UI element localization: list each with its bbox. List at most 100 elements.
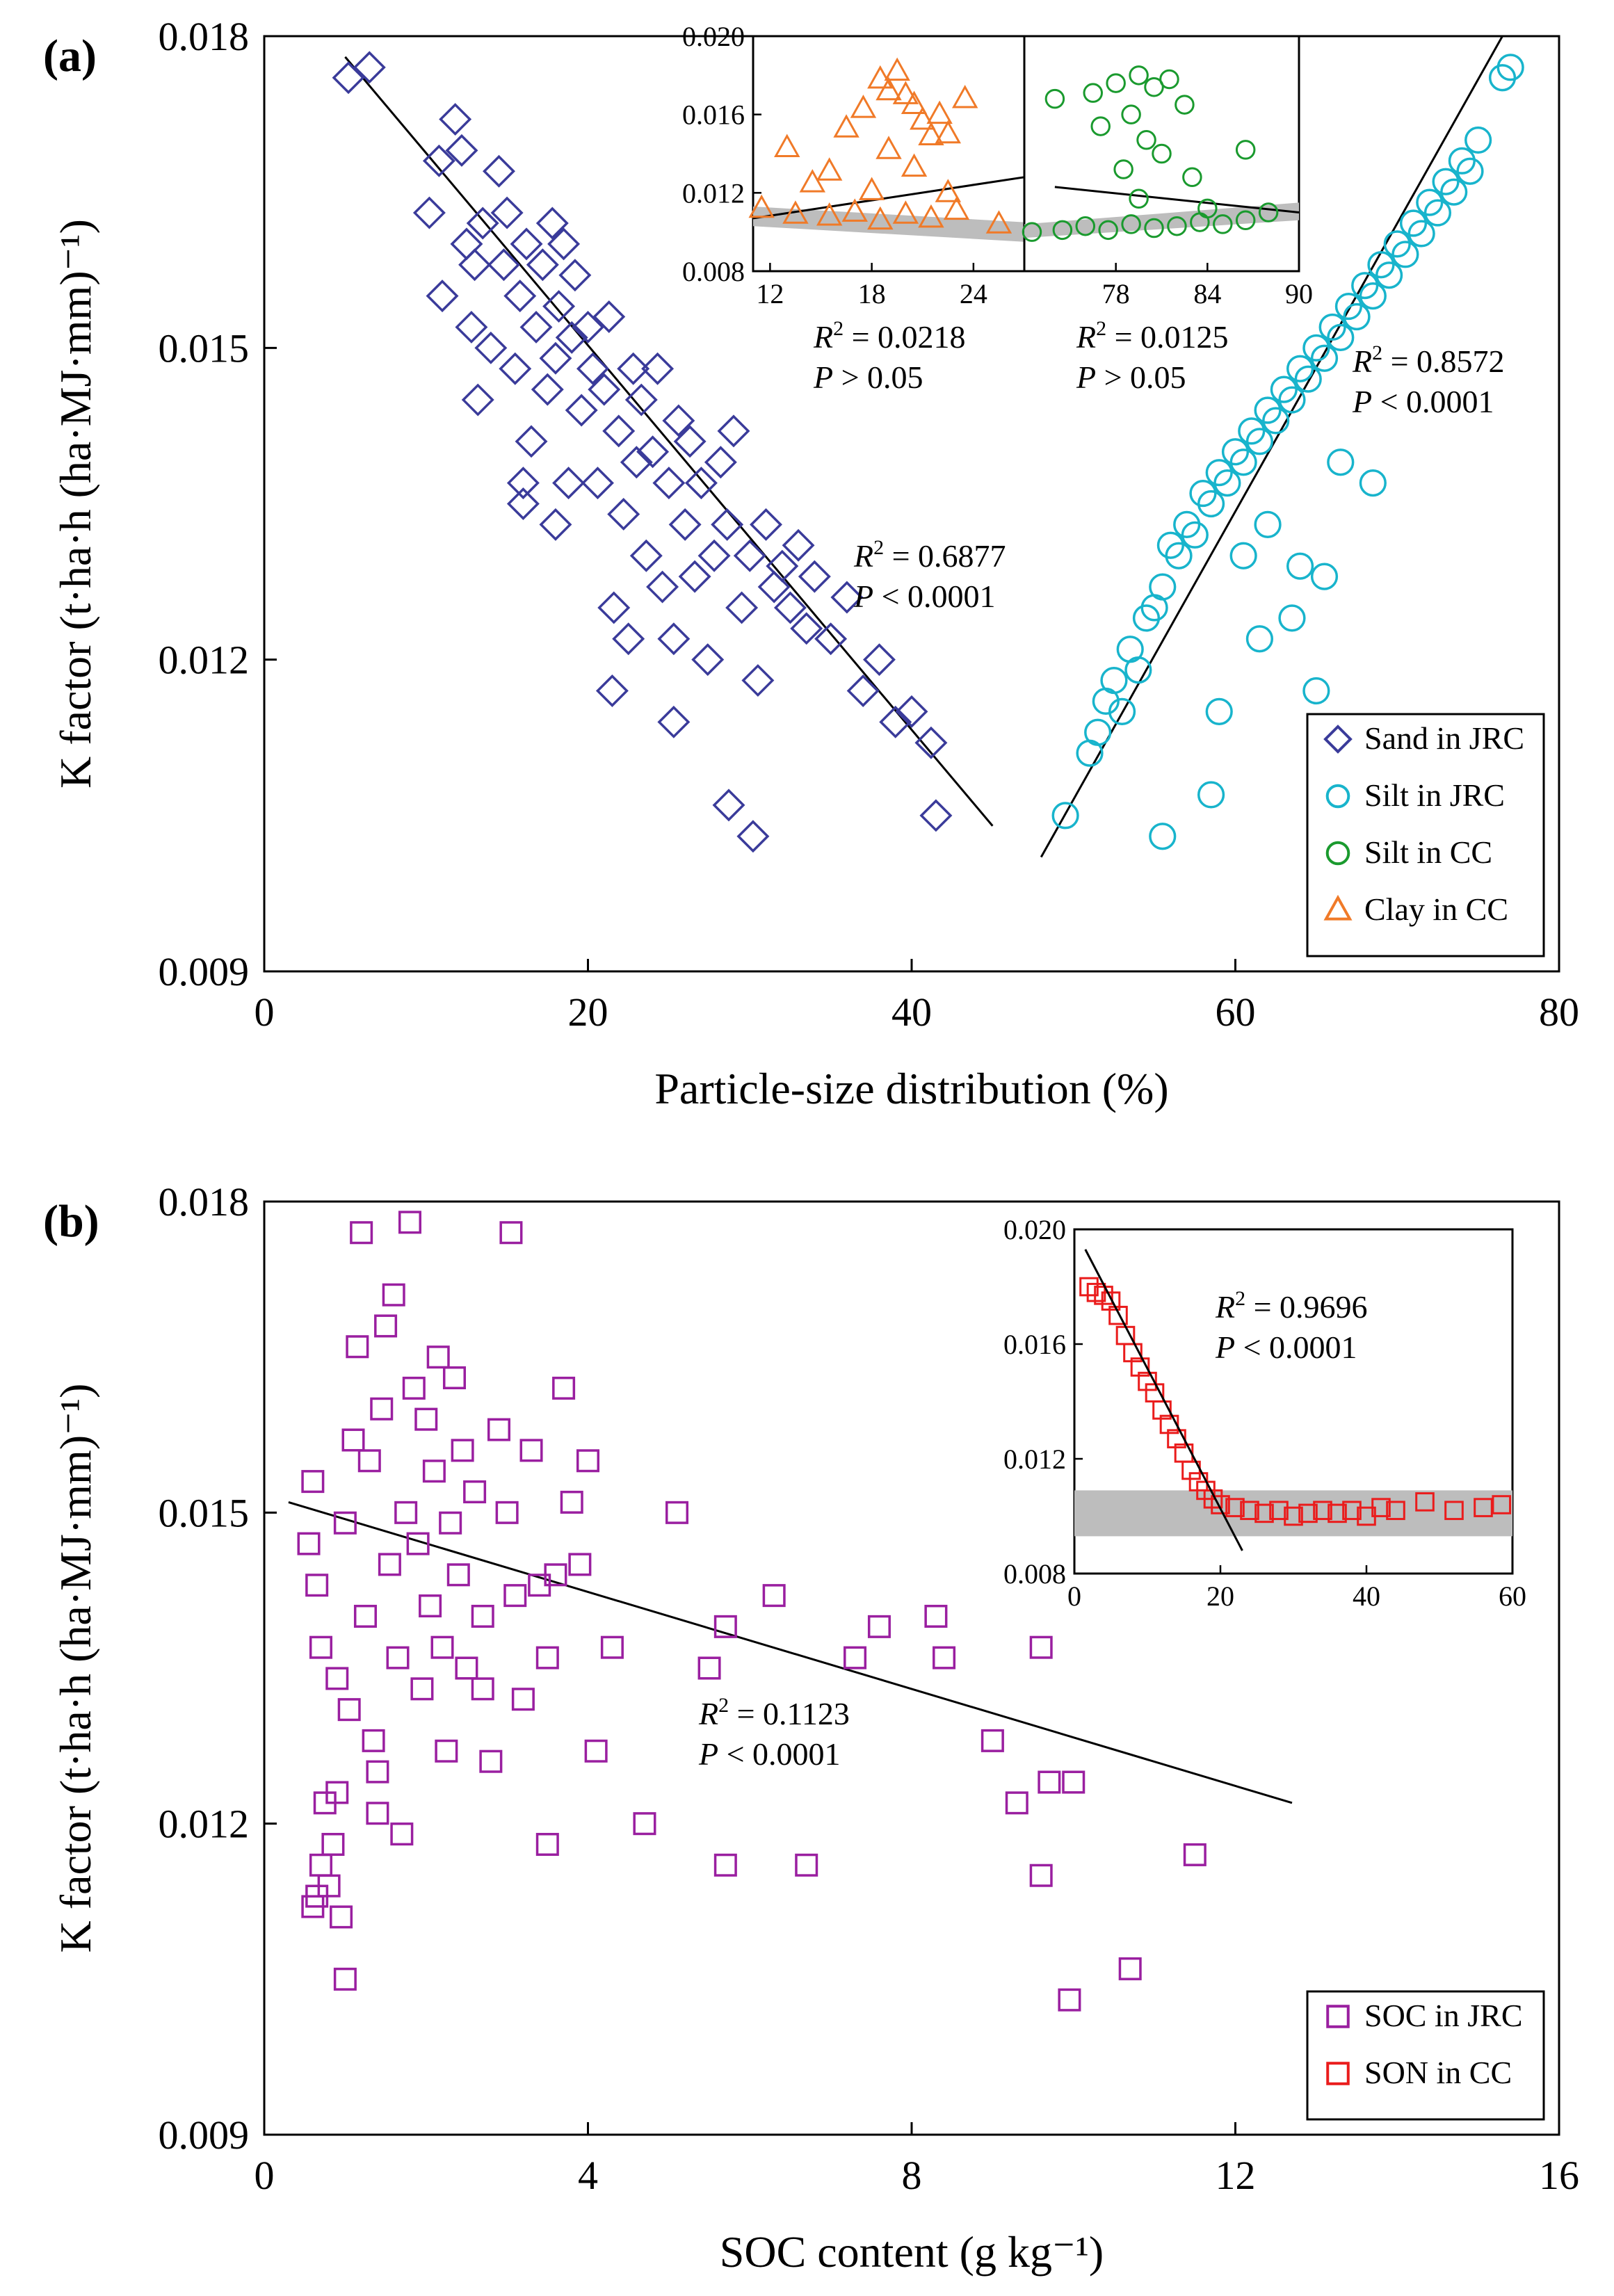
data-point — [1269, 1501, 1289, 1521]
inset-y-tick-label: 0.016 — [1003, 1329, 1066, 1360]
data-point — [1075, 216, 1096, 236]
data-point — [1159, 1414, 1179, 1434]
data-point — [455, 310, 488, 343]
data-point — [748, 194, 775, 218]
data-point — [1005, 1791, 1028, 1815]
data-point — [657, 622, 691, 656]
data-point — [442, 1366, 466, 1389]
data-point — [712, 789, 745, 822]
data-point — [935, 120, 962, 144]
data-point — [782, 528, 815, 562]
data-point — [1136, 130, 1156, 150]
data-point — [1113, 159, 1133, 179]
data-point — [378, 1553, 401, 1576]
data-point — [394, 1501, 418, 1524]
r-squared-label-sand: R2 = 0.6877 — [853, 536, 1006, 574]
data-point — [1245, 625, 1274, 653]
data-point — [1278, 386, 1306, 414]
data-point — [435, 1739, 458, 1763]
data-point — [487, 1418, 510, 1441]
data-point — [366, 1760, 389, 1784]
data-point — [576, 352, 609, 385]
data-point — [684, 467, 718, 500]
data-point — [406, 1532, 430, 1555]
data-point — [943, 196, 970, 220]
data-point — [422, 144, 455, 177]
data-point — [458, 248, 492, 282]
data-point — [346, 1335, 369, 1359]
inset-x-tick-label: 0 — [1067, 1580, 1081, 1612]
p-value-label-son: P < 0.0001 — [1215, 1329, 1357, 1365]
data-point — [581, 467, 614, 500]
inset-x-tick-label: 60 — [1499, 1580, 1526, 1612]
data-point — [1058, 1988, 1081, 2012]
x-tick-label: 40 — [891, 989, 932, 1035]
data-point — [1391, 241, 1419, 268]
inset-y-tick-label: 0.016 — [682, 99, 745, 131]
data-point — [426, 1345, 450, 1369]
data-point — [301, 1470, 325, 1494]
panel-a: 0 20 40 60 80 0.009 0.012 0.015 0.018 Particle-si… — [43, 14, 1579, 1113]
data-point — [750, 508, 782, 541]
data-point — [1098, 220, 1118, 241]
data-point — [305, 1574, 329, 1597]
data-point — [544, 1563, 567, 1587]
data-point — [1149, 823, 1177, 850]
data-point — [1235, 140, 1256, 160]
legend-label: Silt in JRC — [1364, 777, 1505, 813]
data-point — [1203, 1489, 1223, 1509]
data-point — [951, 85, 978, 108]
data-point — [665, 1501, 689, 1524]
data-point — [918, 122, 944, 146]
data-point — [1262, 407, 1290, 435]
data-point — [410, 1677, 434, 1701]
legend-label: SOC in JRC — [1364, 1998, 1523, 2033]
data-point — [430, 1635, 454, 1659]
data-point — [844, 1646, 867, 1670]
data-point — [1213, 469, 1241, 497]
x-tick-label: 20 — [568, 989, 608, 1035]
data-point — [600, 1635, 624, 1659]
data-point — [560, 1490, 583, 1514]
data-point — [895, 695, 928, 728]
data-point — [1121, 104, 1141, 124]
inset-x-tick-label: 18 — [858, 278, 886, 309]
data-point — [1225, 1498, 1245, 1517]
data-point — [1022, 222, 1042, 242]
data-point — [584, 1739, 608, 1763]
data-point — [673, 425, 707, 458]
data-point — [678, 560, 711, 593]
data-point — [1083, 83, 1103, 103]
data-point — [1229, 448, 1257, 476]
data-point — [1118, 1957, 1142, 1980]
data-point — [1456, 157, 1484, 185]
data-point — [1197, 781, 1225, 809]
data-point — [1197, 198, 1218, 219]
data-point — [426, 280, 459, 313]
inset-x-tick-label: 20 — [1207, 1580, 1234, 1612]
data-point — [341, 1428, 365, 1452]
data-point — [325, 1667, 349, 1690]
data-point — [1052, 220, 1073, 241]
data-point — [535, 1832, 559, 1856]
data-point — [602, 414, 636, 448]
data-point — [1235, 210, 1256, 231]
data-point — [1386, 1501, 1405, 1521]
data-point — [1108, 697, 1136, 725]
data-point — [624, 383, 658, 417]
data-point — [539, 508, 572, 541]
data-point — [620, 446, 653, 479]
data-point — [1327, 323, 1355, 351]
data-point — [662, 404, 695, 437]
inset-y-tick-label: 0.008 — [682, 256, 745, 287]
r-squared-label-silt: R2 = 0.8572 — [1352, 341, 1505, 379]
data-point — [1464, 126, 1492, 154]
data-point — [892, 200, 919, 224]
x-tick-label: 0 — [255, 989, 275, 1035]
legend-marker — [1326, 2005, 1350, 2028]
data-point — [506, 487, 540, 520]
x-tick-label: 8 — [902, 2153, 922, 2198]
x-tick-label: 16 — [1539, 2153, 1579, 2198]
data-point — [741, 664, 775, 697]
data-point — [490, 196, 524, 229]
